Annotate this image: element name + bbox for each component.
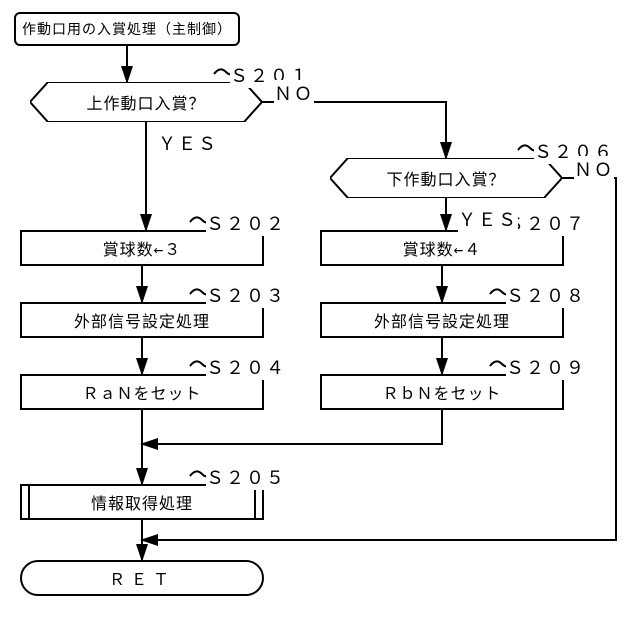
- process-s202-label: 賞球数←３: [103, 236, 182, 260]
- step-label-s207: Ｓ２０７: [506, 210, 586, 236]
- process-s208-label: 外部信号設定処理: [374, 308, 510, 332]
- decision-s201-label: 上作動口入賞？: [86, 90, 205, 114]
- step-label-s202: Ｓ２０２: [206, 210, 286, 236]
- branch-d2-no: ＮＯ: [574, 156, 614, 182]
- step-label-s204: Ｓ２０４: [206, 354, 286, 380]
- process-s207-label: 賞球数←４: [403, 236, 482, 260]
- decision-s206: 下作動口入賞？: [330, 158, 562, 198]
- decision-s206-label: 下作動口入賞？: [386, 166, 505, 190]
- step-label-s203: Ｓ２０３: [206, 282, 286, 308]
- ret-label: ＲＥＴ: [109, 566, 175, 590]
- decision-s201: 上作動口入賞？: [30, 82, 262, 122]
- branch-d2-yes: ＹＥＳ: [458, 206, 518, 232]
- flowchart-canvas: 作動口用の入賞処理（主制御） 上作動口入賞？ 賞球数←３ 外部信号設定処理 Ｒａ…: [0, 0, 640, 621]
- process-s204-label: ＲａＮをセット: [82, 380, 201, 404]
- ret-terminator: ＲＥＴ: [20, 560, 264, 596]
- step-label-s209: Ｓ２０９: [506, 354, 586, 380]
- arrow-q3-merge: [142, 410, 442, 444]
- arrow-d1-no-d2: [262, 102, 446, 158]
- subprocess-s205-label: 情報取得処理: [91, 490, 193, 514]
- step-label-s208: Ｓ２０８: [506, 282, 586, 308]
- step-label-s205: Ｓ２０５: [206, 464, 286, 490]
- branch-d1-no: ＮＯ: [274, 80, 314, 106]
- process-s203-label: 外部信号設定処理: [74, 308, 210, 332]
- start-terminator: 作動口用の入賞処理（主制御）: [14, 12, 240, 46]
- branch-d1-yes: ＹＥＳ: [158, 130, 218, 156]
- start-label: 作動口用の入賞処理（主制御）: [22, 19, 232, 39]
- process-s209-label: ＲｂＮをセット: [382, 380, 501, 404]
